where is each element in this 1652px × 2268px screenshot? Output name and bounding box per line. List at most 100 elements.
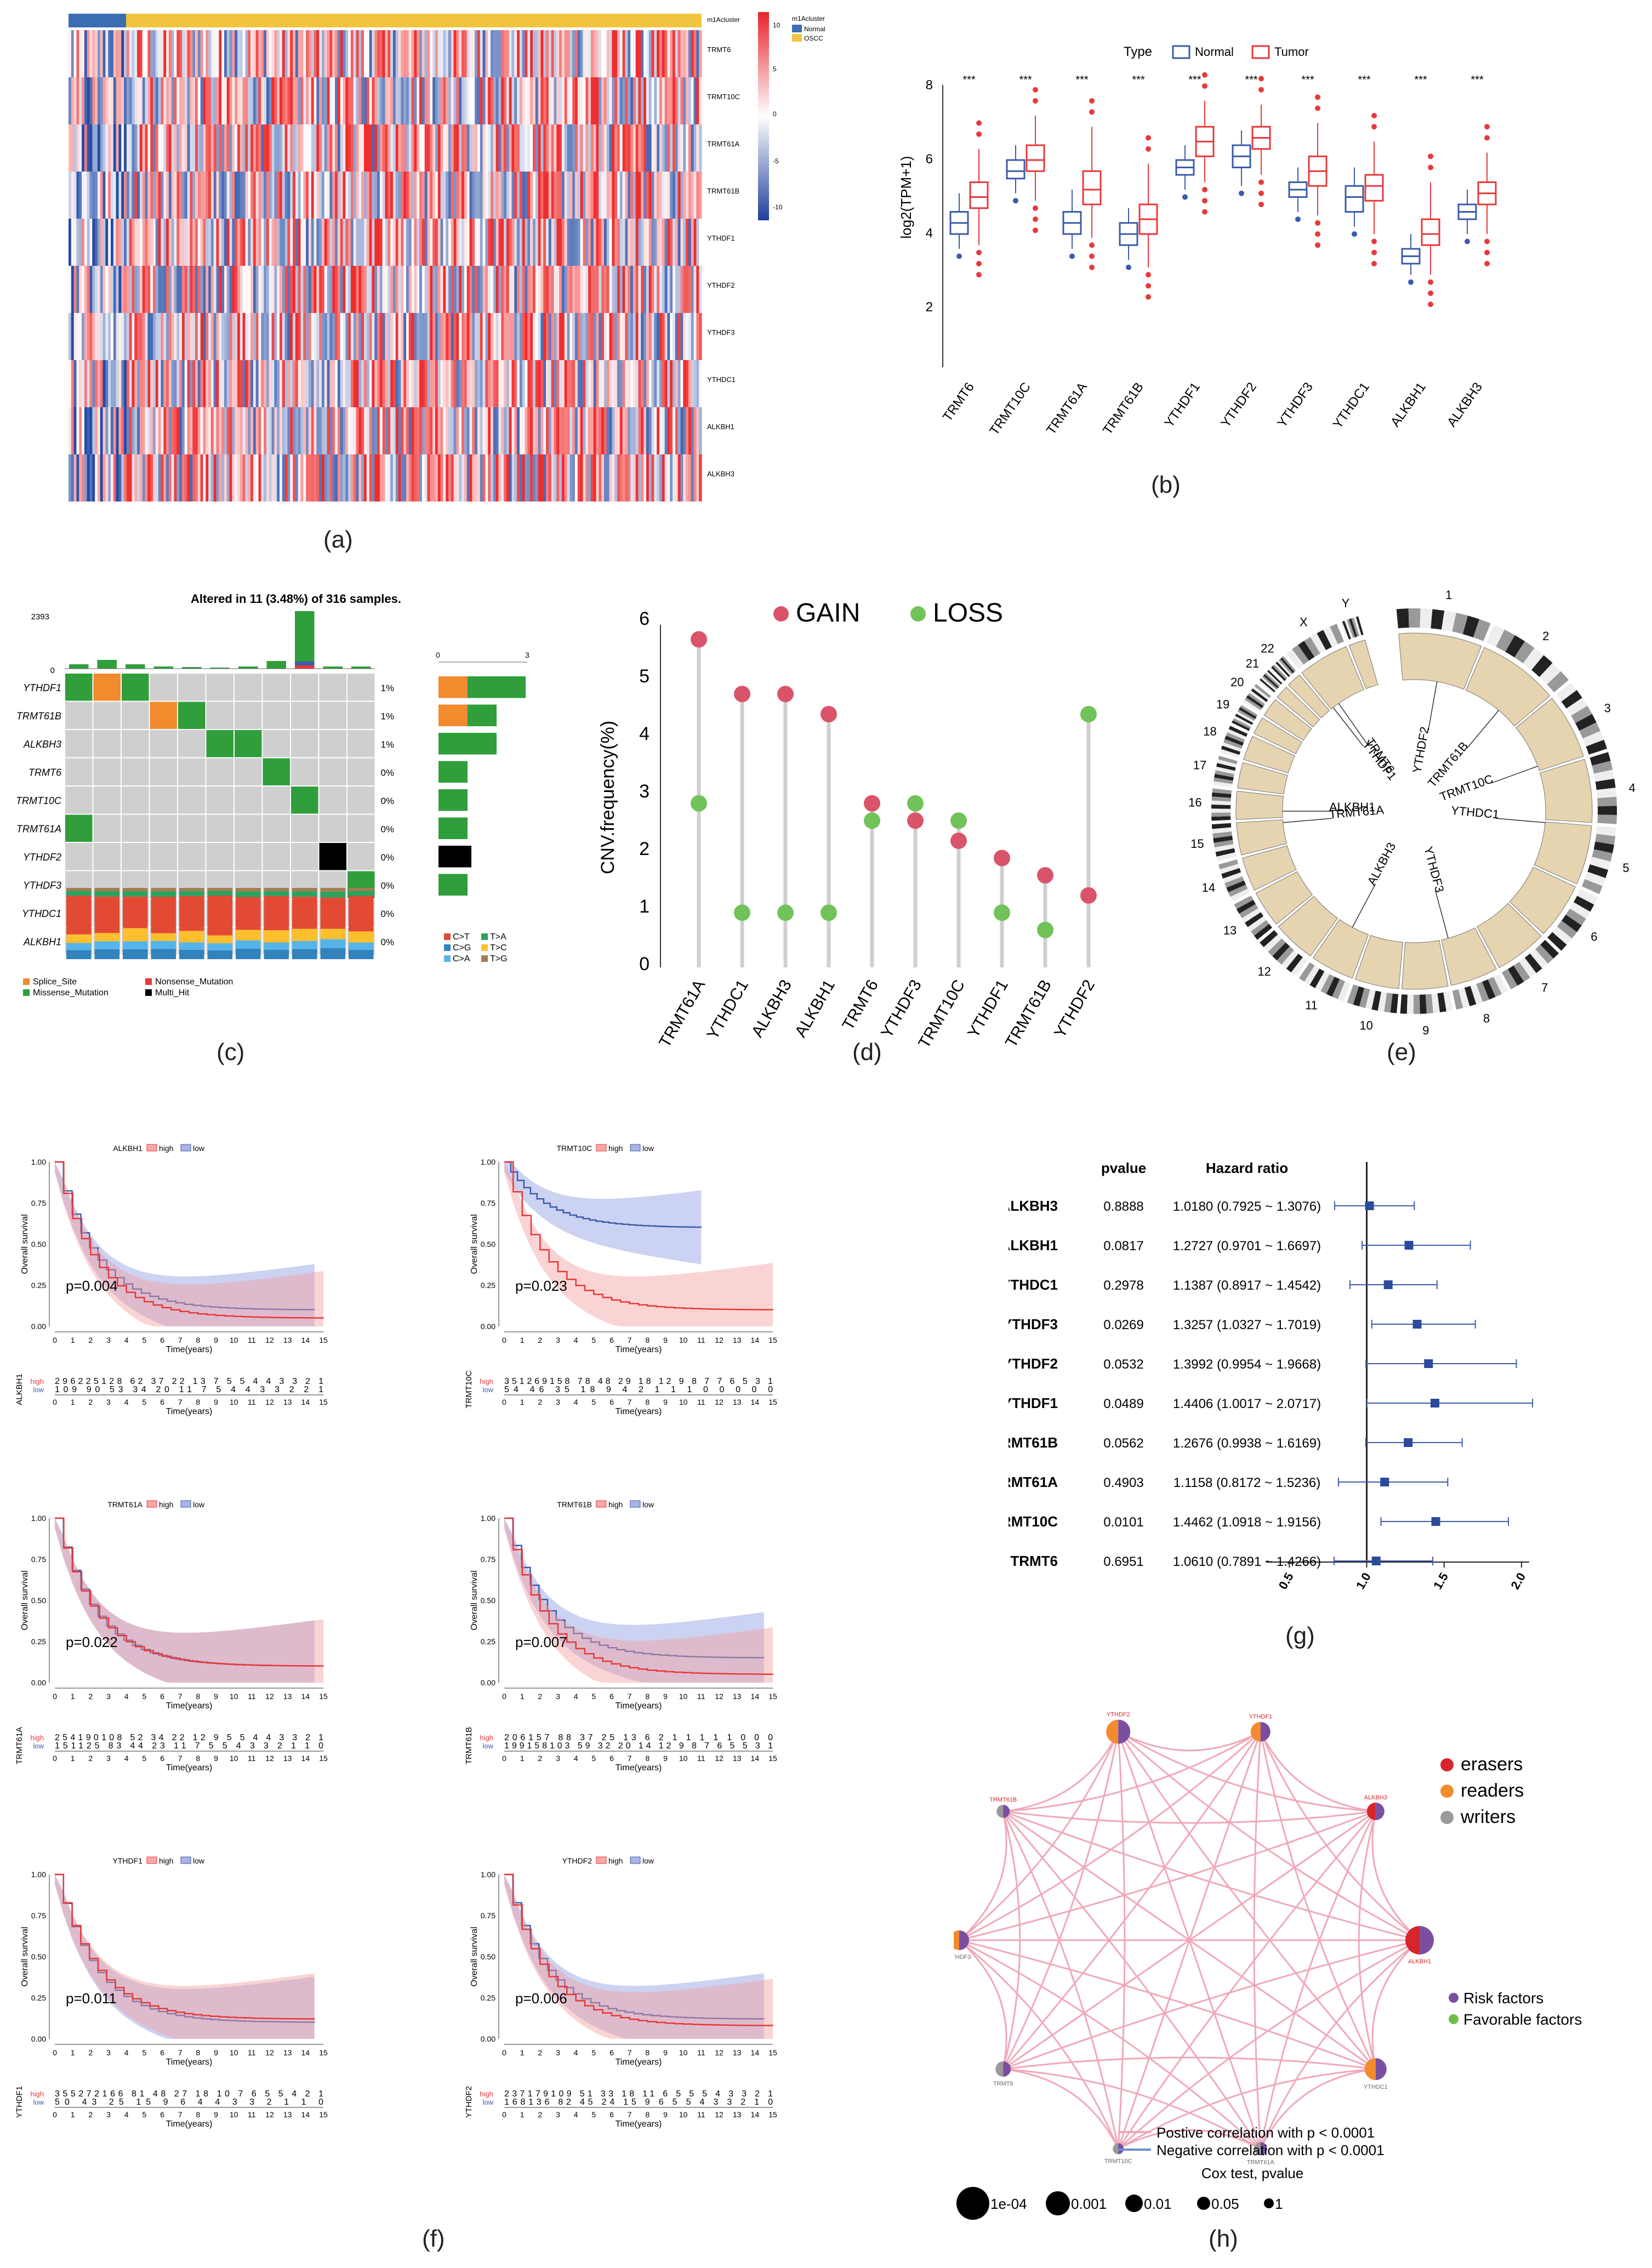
heatmap-cell (519, 172, 523, 219)
gene-percent: 0% (381, 768, 395, 778)
box-outlier (1315, 220, 1320, 226)
heatmap-cell (369, 30, 373, 77)
x-tick: 15 (319, 1692, 328, 1701)
heatmap-cell (300, 407, 304, 454)
heatmap-cell (374, 124, 378, 172)
box-outlier (1202, 72, 1207, 78)
heatmap-cell (617, 219, 620, 266)
heatmap-cell (298, 266, 301, 313)
heatmap-cell (680, 360, 683, 407)
ideogram-band (1226, 880, 1246, 893)
heatmap-cell (667, 172, 670, 219)
gain-point (950, 833, 967, 849)
x-tick: 3 (556, 1336, 560, 1344)
x-tick: 12 (715, 1754, 724, 1763)
heatmap-cell (683, 407, 686, 454)
heatmap-cell (408, 172, 412, 219)
heatmap-cell (274, 30, 277, 77)
heatmap-cell (269, 124, 272, 172)
heatmap-cell (311, 172, 315, 219)
heatmap-cell (235, 172, 238, 219)
heatmap-cell (282, 30, 286, 77)
heatmap-cell (264, 266, 267, 313)
ideogram-band (1570, 902, 1591, 919)
oncoplot-cell (319, 674, 346, 701)
heatmap-cell (511, 30, 515, 77)
heatmap-cell (480, 172, 483, 219)
heatmap-cell (311, 219, 315, 266)
heatmap-cell (417, 124, 420, 172)
heatmap-cell (533, 172, 536, 219)
heatmap-cell (102, 266, 106, 313)
heatmap-cell (116, 77, 119, 124)
x-tick: 3 (106, 1692, 111, 1701)
heatmap-cell (129, 313, 133, 360)
heatmap-cell (372, 266, 375, 313)
forest-gene: YTHDF2 (1009, 1355, 1058, 1372)
risk-label-high: high (30, 2090, 44, 2098)
heatmap-cell (459, 219, 462, 266)
heatmap-cell (314, 30, 317, 77)
heatmap-cell (219, 313, 222, 360)
heatmap-cell (121, 360, 124, 407)
box-outlier (1146, 272, 1151, 278)
x-tick: 12 (265, 1754, 274, 1763)
heatmap-cell (358, 266, 362, 313)
row-label: YTHDF2 (707, 281, 735, 289)
oncoplot-cell (291, 787, 318, 814)
heatmap-cell (673, 313, 676, 360)
heatmap-cell (129, 360, 133, 407)
oncoplot-cell (178, 730, 206, 757)
heatmap-cell (401, 313, 404, 360)
heatmap-cell (76, 313, 79, 360)
row-label: YTHDC1 (707, 375, 736, 384)
heatmap-cell (630, 266, 634, 313)
heatmap-cell (76, 360, 79, 407)
heatmap-cell (675, 77, 679, 124)
ideogram-band (1595, 778, 1616, 790)
scale-tick: -5 (773, 157, 779, 165)
node-label: YTHDC1 (1364, 2084, 1388, 2090)
heatmap-cell (139, 124, 143, 172)
heatmap-cell (264, 360, 267, 407)
heatmap-cell (491, 454, 494, 502)
heatmap-cell (200, 407, 204, 454)
heatmap-cell (364, 313, 367, 360)
heatmap-cell (543, 219, 546, 266)
chromosome-label: 6 (1591, 930, 1597, 943)
heatmap-cell (664, 313, 668, 360)
size-legend-title: Cox test, pvalue (1201, 2165, 1303, 2181)
heatmap-cell (76, 124, 79, 172)
heatmap-cell (364, 172, 367, 219)
heatmap-cell (142, 360, 146, 407)
heatmap-cell (166, 313, 169, 360)
heatmap-cell (659, 360, 663, 407)
heatmap-cell (118, 360, 122, 407)
heatmap-cell (406, 124, 409, 172)
forest-hr: 1.1387 (0.8917 ~ 1.4542) (1173, 1278, 1321, 1293)
ideogram-band (1251, 920, 1269, 936)
chromosome-label: 15 (1190, 837, 1204, 851)
chart-h: YTHDF2 YTHDF1ALKBH3ALKBH1YTHDC1TRMT61ATRM… (954, 1712, 1582, 2220)
x-tick-label: YTHDC1 (703, 977, 752, 1042)
heatmap-cell (314, 124, 317, 172)
gene-percent: 0% (381, 881, 395, 891)
oncoplot-cell (65, 814, 93, 842)
heatmap-cell (472, 360, 475, 407)
heatmap-cell (688, 30, 692, 77)
ideogram-band (1344, 620, 1353, 639)
heatmap-cell (361, 30, 364, 77)
x-tick: 12 (265, 1336, 274, 1344)
heatmap-cell (192, 454, 196, 502)
legend-low: low (193, 1500, 205, 1509)
heatmap-cell (197, 454, 201, 502)
heatmap-cell (335, 360, 338, 407)
ideogram-band (1272, 942, 1290, 961)
heatmap-cell (654, 172, 657, 219)
heatmap-cell (614, 172, 618, 219)
heatmap-cell (511, 124, 515, 172)
variant-legend: Missense_Mutation (33, 988, 109, 998)
gain-point (864, 795, 880, 812)
heatmap-cell (245, 219, 248, 266)
